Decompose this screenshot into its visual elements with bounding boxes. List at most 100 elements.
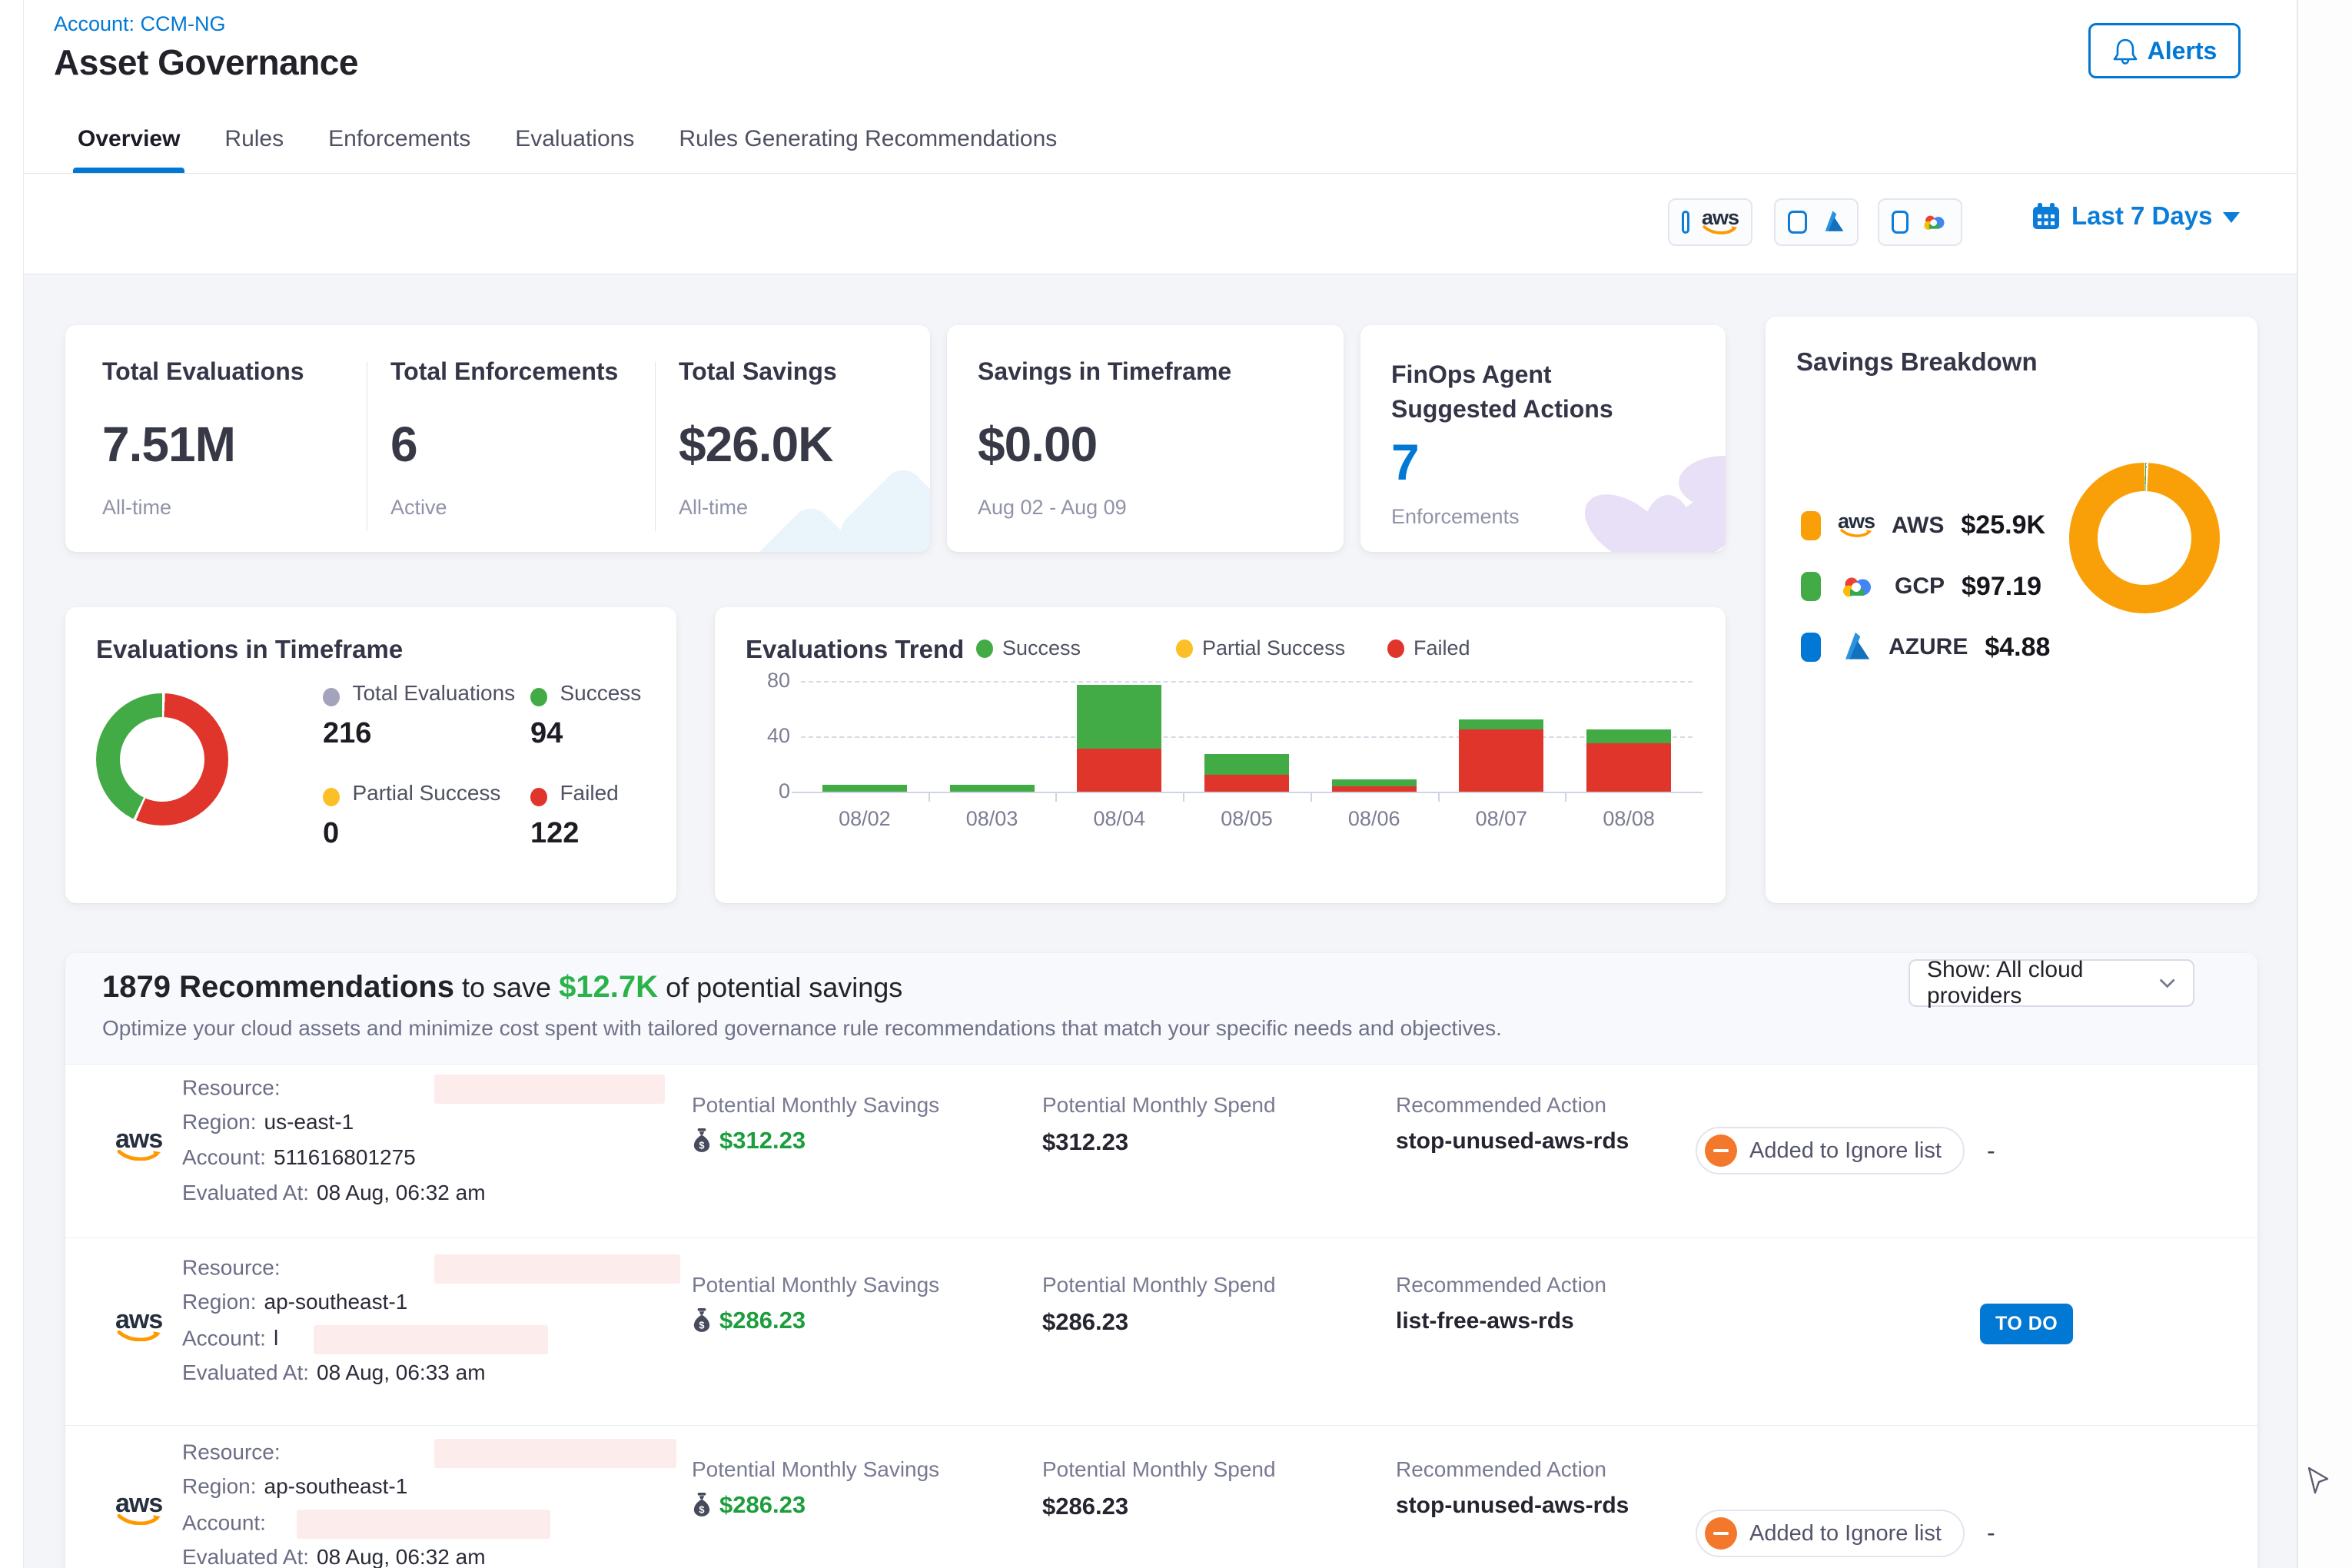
- trend-x-label: 08/06: [1347, 807, 1400, 830]
- spend-value: $286.23: [1042, 1308, 1129, 1335]
- gridline-40: [801, 736, 1693, 738]
- provider-filter-gcp[interactable]: [1878, 198, 1962, 246]
- page-title: Asset Governance: [54, 42, 358, 82]
- savings-col-label: Potential Monthly Savings: [692, 1273, 940, 1297]
- breakdown-gcp-value: $97.19: [1962, 571, 2042, 601]
- aws-swatch: [1801, 510, 1821, 540]
- empty-value-dash: -: [1987, 1137, 1995, 1164]
- chevron-down-icon: [2159, 978, 2175, 988]
- axis-tick: [928, 792, 930, 802]
- spend-col-label: Potential Monthly Spend: [1042, 1457, 1276, 1481]
- y-tick-80: 80: [766, 669, 790, 692]
- tab-evaluations[interactable]: Evaluations: [515, 126, 635, 151]
- evaluations-trend-title: Evaluations Trend: [746, 635, 965, 663]
- tab-overview[interactable]: Overview: [72, 105, 185, 173]
- minus-circle-icon: [1705, 1517, 1737, 1550]
- evaluations-timeframe-card: Evaluations in Timeframe Total Evaluatio…: [65, 607, 676, 903]
- breakdown-azure-value: $4.88: [1985, 632, 2051, 662]
- trend-bar-08/02: [801, 638, 929, 792]
- azure-swatch: [1801, 633, 1821, 662]
- recommendations-header: 1879 Recommendations to save $12.7K of p…: [65, 953, 2257, 1065]
- trend-bars-plot: [801, 638, 1693, 792]
- bell-icon: [2113, 38, 2137, 65]
- tab-bar: Overview Rules Enforcements Evaluations …: [24, 105, 2297, 174]
- tab-rules-generating-recommendations[interactable]: Rules Generating Recommendations: [679, 126, 1058, 151]
- spend-col-label: Potential Monthly Spend: [1042, 1093, 1276, 1117]
- gridline-80: [801, 681, 1693, 683]
- alerts-button-label: Alerts: [2147, 36, 2217, 65]
- svg-text:$: $: [699, 1320, 704, 1331]
- trend-x-label: 08/04: [1093, 807, 1146, 830]
- total-evaluations-caption: All-time: [102, 496, 172, 519]
- total-enforcements-value: 6: [390, 417, 418, 472]
- aws-icon: aws: [115, 1490, 163, 1525]
- total-savings-title: Total Savings: [679, 357, 837, 385]
- total-dot-icon: [323, 687, 340, 706]
- savings-timeframe-value: $0.00: [978, 417, 1098, 472]
- savings-breakdown-title: Savings Breakdown: [1796, 347, 2038, 376]
- total-savings-value: $26.0K: [679, 417, 833, 472]
- total-evaluations-value: 7.51M: [102, 417, 236, 472]
- total-evaluations-title: Total Evaluations: [102, 357, 304, 385]
- ignore-status-pill[interactable]: Added to Ignore list: [1696, 1127, 1965, 1174]
- trend-x-label: 08/07: [1475, 807, 1528, 830]
- savings-col-label: Potential Monthly Savings: [692, 1093, 940, 1117]
- legend-failed: Failed 122: [530, 781, 619, 849]
- axis-tick: [1055, 792, 1058, 802]
- total-enforcements-title: Total Enforcements: [390, 357, 619, 385]
- tab-rules[interactable]: Rules: [224, 126, 284, 151]
- recommendation-row[interactable]: aws Resource: Region: ap-southeast-1 Acco…: [65, 1425, 2257, 1568]
- account-breadcrumb-link[interactable]: Account: CCM-NG: [54, 12, 226, 35]
- legend-partial-success: Partial Success 0: [323, 781, 501, 849]
- axis-tick: [1565, 792, 1567, 802]
- savings-value: $ $286.23: [692, 1307, 806, 1334]
- recommendations-card: 1879 Recommendations to save $12.7K of p…: [65, 953, 2257, 1568]
- svg-text:$: $: [699, 1140, 704, 1151]
- trend-x-axis-labels: 08/02 08/03 08/04 08/05 08/06 08/07 08/08: [801, 792, 1693, 853]
- money-bag-icon: $: [693, 1308, 710, 1332]
- left-gutter: [0, 0, 24, 1568]
- y-tick-0: 0: [778, 779, 790, 802]
- success-dot-icon: [976, 639, 993, 658]
- finops-agent-card: FinOps Agent Suggested Actions 7 Enforce…: [1360, 325, 1726, 552]
- redacted-account: [314, 1325, 549, 1354]
- breakdown-aws-value: $25.9K: [1961, 510, 2046, 540]
- aws-icon: aws: [115, 1307, 163, 1341]
- breakdown-aws-name: AWS: [1892, 512, 1945, 538]
- tab-enforcements[interactable]: Enforcements: [328, 126, 471, 151]
- action-col-label: Recommended Action: [1396, 1273, 1606, 1297]
- todo-badge[interactable]: TO DO: [1980, 1304, 2074, 1344]
- donut-hole: [2098, 491, 2191, 585]
- trend-x-label: 08/02: [839, 807, 891, 830]
- failed-dot-icon: [530, 787, 547, 806]
- scroll-gutter[interactable]: [2297, 0, 2352, 1568]
- evaluations-donut-chart: [96, 693, 228, 826]
- spend-value: $286.23: [1042, 1493, 1129, 1520]
- divider: [655, 362, 656, 531]
- redacted-resource: [434, 1254, 680, 1284]
- total-savings-caption: All-time: [679, 496, 749, 519]
- gcp-checkbox[interactable]: [1892, 211, 1909, 234]
- breakdown-azure-name: AZURE: [1889, 634, 1968, 659]
- recommendations-subtitle: Optimize your cloud assets and minimize …: [102, 1016, 1502, 1040]
- ignore-status-pill[interactable]: Added to Ignore list: [1696, 1510, 1965, 1557]
- provider-filter-aws[interactable]: aws: [1668, 198, 1752, 246]
- aws-checkbox[interactable]: [1682, 211, 1689, 234]
- recommendation-row[interactable]: aws Resource: Region: us-east-1 Account: 5…: [65, 1064, 2257, 1238]
- redacted-resource: [434, 1439, 676, 1468]
- decor-petal: [1679, 456, 1726, 510]
- provider-filter-azure[interactable]: [1774, 198, 1859, 246]
- trend-bar-08/04: [1055, 638, 1183, 792]
- alerts-button[interactable]: Alerts: [2088, 23, 2241, 78]
- recommendation-row[interactable]: aws Resource: Region: ap-southeast-1 Acco…: [65, 1237, 2257, 1426]
- recommendations-title: 1879 Recommendations to save $12.7K of p…: [102, 970, 903, 1004]
- filter-bar: aws Last: [24, 174, 2297, 274]
- azure-icon: [1845, 632, 1870, 659]
- trend-legend-success: Success: [976, 636, 1081, 660]
- cloud-provider-filter-dropdown[interactable]: Show: All cloud providers: [1909, 957, 2194, 1008]
- azure-checkbox[interactable]: [1788, 211, 1807, 234]
- date-range-selector[interactable]: Last 7 Days: [2031, 201, 2241, 231]
- redacted-resource: [434, 1075, 665, 1104]
- resource-details: Resource: Region: ap-southeast-1 Account:…: [182, 1254, 680, 1396]
